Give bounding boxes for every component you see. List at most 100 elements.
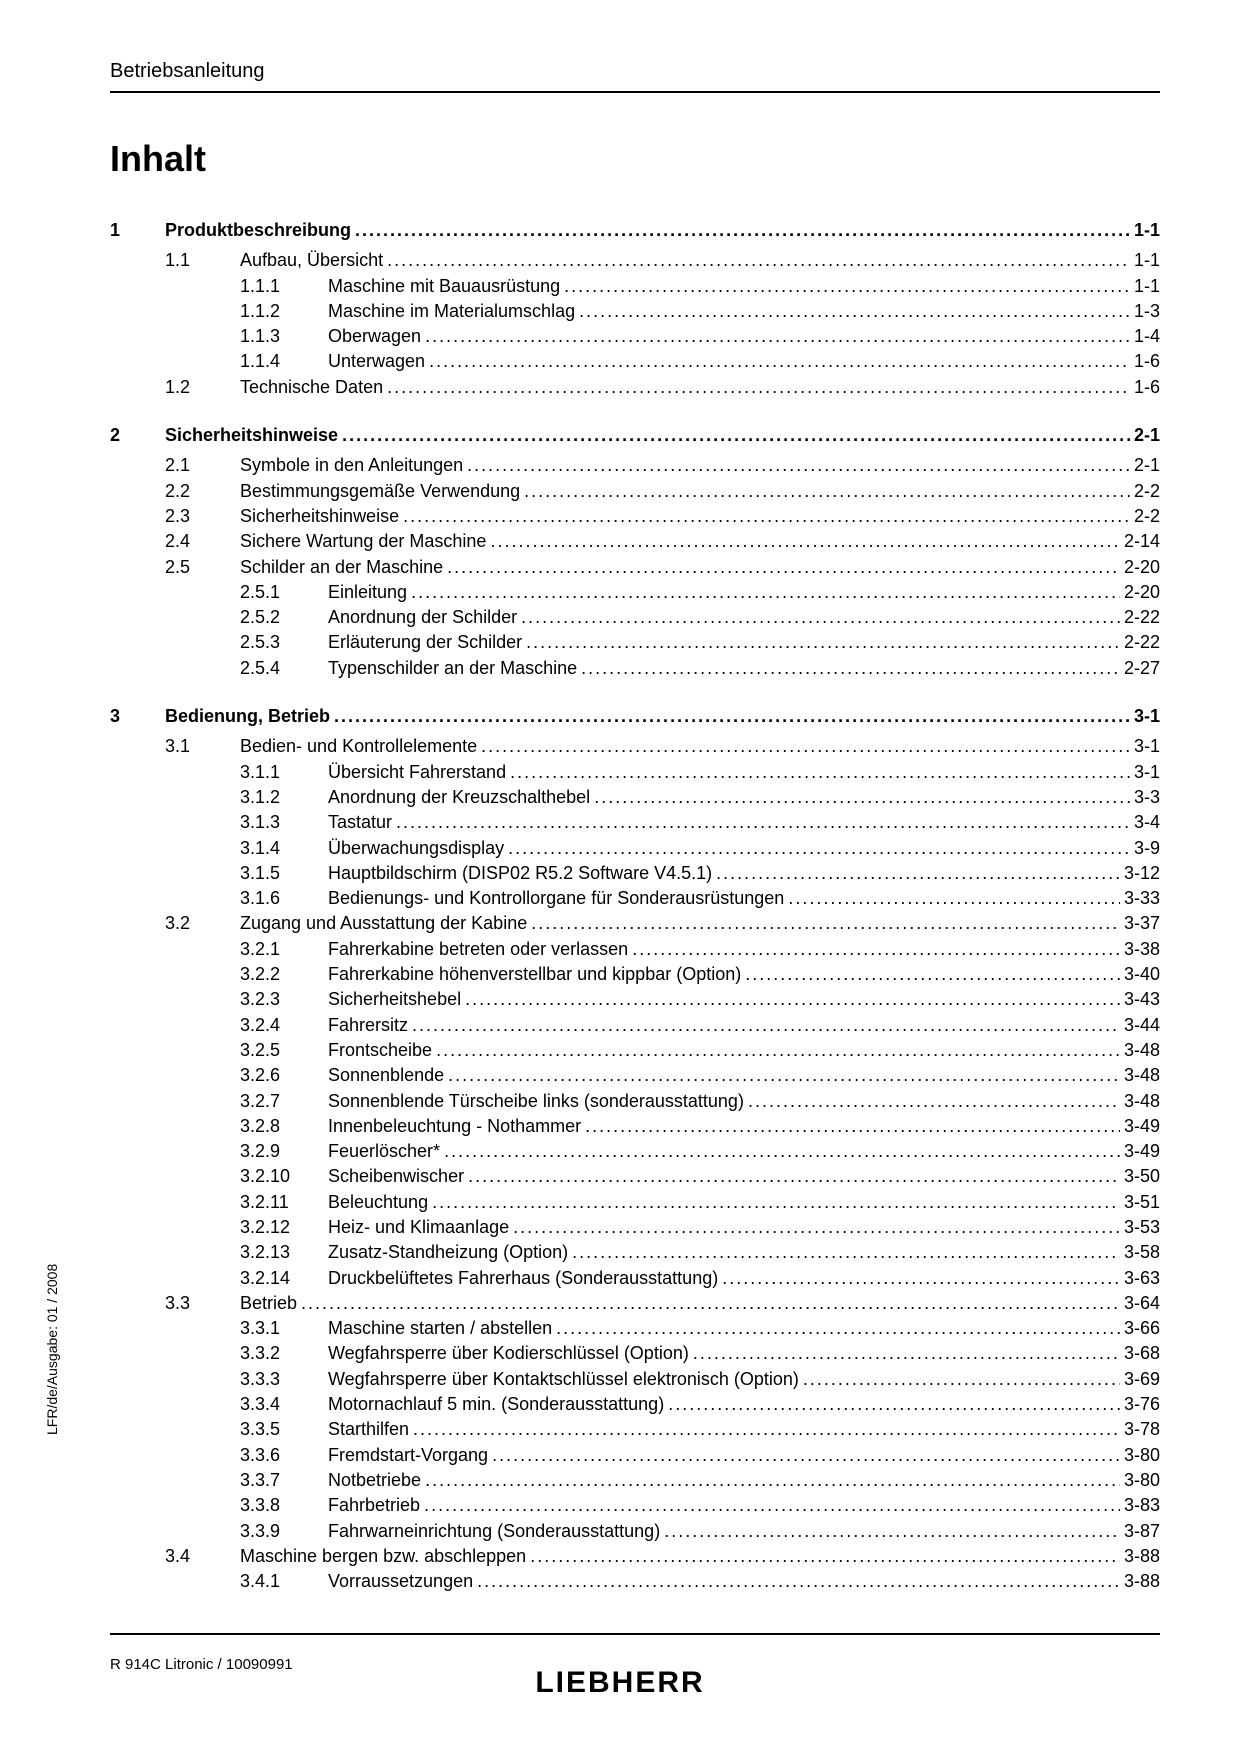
toc-leader-dots [412, 1013, 1120, 1037]
toc-entry: 3.3.9Fahrwarneinrichtung (Sonderausstatt… [110, 1519, 1160, 1543]
toc-entry: 3.1.3Tastatur 3-4 [110, 810, 1160, 834]
footer-logo: LIEBHERR [535, 1666, 704, 1700]
toc-label: Fahrerkabine betreten oder verlassen [328, 937, 628, 961]
toc-label: Innenbeleuchtung - Nothammer [328, 1114, 581, 1138]
toc-label: Wegfahrsperre über Kodierschlüssel (Opti… [328, 1341, 689, 1365]
toc-leader-dots [342, 423, 1130, 447]
toc-label: Sicherheitshebel [328, 987, 461, 1011]
toc-page: 3-51 [1124, 1190, 1160, 1214]
toc-entry: 3.2.1Fahrerkabine betreten oder verlasse… [110, 937, 1160, 961]
toc-label: Überwachungsdisplay [328, 836, 504, 860]
toc-entry: 3.1.6Bedienungs- und Kontrollorgane für … [110, 886, 1160, 910]
toc-leader-dots [387, 375, 1130, 399]
toc-entry: 3.3.1Maschine starten / abstellen 3-66 [110, 1316, 1160, 1340]
toc-entry: 1.1.2Maschine im Materialumschlag 1-3 [110, 299, 1160, 323]
toc-entry: 2.5.3Erläuterung der Schilder 2-22 [110, 630, 1160, 654]
footer-left: R 914C Litronic / 10090991 [110, 1656, 293, 1673]
toc-entry: 1.1.3Oberwagen 1-4 [110, 324, 1160, 348]
toc-page: 3-66 [1124, 1316, 1160, 1340]
toc-entry: 3.1.2Anordnung der Kreuzschalthebel 3-3 [110, 785, 1160, 809]
table-of-contents: 1Produktbeschreibung 1-11.1Aufbau, Übers… [110, 218, 1160, 1593]
toc-leader-dots [788, 886, 1120, 910]
toc-entry: 2.5.4Typenschilder an der Maschine 2-27 [110, 656, 1160, 680]
toc-label: Technische Daten [240, 375, 383, 399]
toc-label: Sichere Wartung der Maschine [240, 529, 486, 553]
toc-entry: 3.3.3Wegfahrsperre über Kontaktschlüssel… [110, 1367, 1160, 1391]
toc-leader-dots [722, 1266, 1120, 1290]
page-header: Betriebsanleitung [110, 60, 1160, 93]
toc-entry: 3.3Betrieb 3-64 [110, 1291, 1160, 1315]
toc-entry: 3.1.4Überwachungsdisplay 3-9 [110, 836, 1160, 860]
footer-rule [110, 1633, 1160, 1635]
toc-label: Fahrerkabine höhenverstellbar und kippba… [328, 962, 741, 986]
toc-page: 2-1 [1134, 453, 1160, 477]
toc-leader-dots [468, 1164, 1120, 1188]
toc-label: Fahrwarneinrichtung (Sonderausstattung) [328, 1519, 660, 1543]
toc-entry: 2.5Schilder an der Maschine 2-20 [110, 555, 1160, 579]
toc-page: 2-20 [1124, 580, 1160, 604]
toc-page: 3-76 [1124, 1392, 1160, 1416]
toc-num: 3.2.1 [240, 937, 328, 961]
toc-label: Motornachlauf 5 min. (Sonderausstattung) [328, 1392, 664, 1416]
toc-entry: 3.2.13Zusatz-Standheizung (Option) 3-58 [110, 1240, 1160, 1264]
toc-num: 3.3.2 [240, 1341, 328, 1365]
toc-entry: 3.2.5Frontscheibe 3-48 [110, 1038, 1160, 1062]
toc-label: Typenschilder an der Maschine [328, 656, 577, 680]
toc-label: Frontscheibe [328, 1038, 432, 1062]
toc-leader-dots [432, 1190, 1120, 1214]
toc-leader-dots [510, 760, 1130, 784]
toc-leader-dots [632, 937, 1120, 961]
toc-num: 2.3 [165, 504, 240, 528]
toc-num: 3.2.8 [240, 1114, 328, 1138]
toc-entry: 3.2.8Innenbeleuchtung - Nothammer 3-49 [110, 1114, 1160, 1138]
toc-entry: 2.4Sichere Wartung der Maschine 2-14 [110, 529, 1160, 553]
toc-leader-dots [803, 1367, 1120, 1391]
toc-label: Anordnung der Kreuzschalthebel [328, 785, 590, 809]
toc-num: 2.5.1 [240, 580, 328, 604]
toc-entry: 3.3.2Wegfahrsperre über Kodierschlüssel … [110, 1341, 1160, 1365]
toc-page: 2-27 [1124, 656, 1160, 680]
toc-label: Vorraussetzungen [328, 1569, 473, 1593]
toc-page: 1-4 [1134, 324, 1160, 348]
toc-page: 2-20 [1124, 555, 1160, 579]
toc-leader-dots [490, 529, 1120, 553]
toc-page: 3-44 [1124, 1013, 1160, 1037]
toc-num: 1.1.3 [240, 324, 328, 348]
toc-page: 3-43 [1124, 987, 1160, 1011]
toc-num: 2.2 [165, 479, 240, 503]
toc-entry: 3.3.6Fremdstart-Vorgang 3-80 [110, 1443, 1160, 1467]
toc-page: 3-37 [1124, 911, 1160, 935]
toc-leader-dots [492, 1443, 1120, 1467]
toc-page: 3-49 [1124, 1114, 1160, 1138]
toc-num: 2.5.4 [240, 656, 328, 680]
toc-leader-dots [693, 1341, 1120, 1365]
toc-leader-dots [448, 1063, 1120, 1087]
toc-leader-dots [564, 274, 1130, 298]
toc-page: 3-63 [1124, 1266, 1160, 1290]
toc-leader-dots [668, 1392, 1120, 1416]
toc-page: 3-69 [1124, 1367, 1160, 1391]
toc-label: Sonnenblende [328, 1063, 444, 1087]
toc-entry: 2.3Sicherheitshinweise 2-2 [110, 504, 1160, 528]
toc-page: 3-48 [1124, 1089, 1160, 1113]
toc-page: 2-2 [1134, 479, 1160, 503]
toc-num: 3.4 [165, 1544, 240, 1568]
toc-num: 3.3.6 [240, 1443, 328, 1467]
toc-entry: 3.4Maschine bergen bzw. abschleppen 3-88 [110, 1544, 1160, 1568]
toc-page: 3-64 [1124, 1291, 1160, 1315]
toc-leader-dots [465, 987, 1120, 1011]
toc-page: 3-50 [1124, 1164, 1160, 1188]
toc-num: 3.1.5 [240, 861, 328, 885]
toc-entry: 3Bedienung, Betrieb 3-1 [110, 704, 1160, 728]
toc-num: 2.1 [165, 453, 240, 477]
toc-leader-dots [594, 785, 1130, 809]
toc-label: Druckbelüftetes Fahrerhaus (Sonderaussta… [328, 1266, 718, 1290]
toc-leader-dots [579, 299, 1130, 323]
toc-label: Hauptbildschirm (DISP02 R5.2 Software V4… [328, 861, 712, 885]
toc-leader-dots [521, 605, 1120, 629]
toc-num: 3.2.9 [240, 1139, 328, 1163]
page-container: Betriebsanleitung Inhalt 1Produktbeschre… [0, 0, 1240, 1755]
toc-page: 3-48 [1124, 1063, 1160, 1087]
toc-entry: 3.2.12Heiz- und Klimaanlage 3-53 [110, 1215, 1160, 1239]
toc-page: 1-6 [1134, 375, 1160, 399]
